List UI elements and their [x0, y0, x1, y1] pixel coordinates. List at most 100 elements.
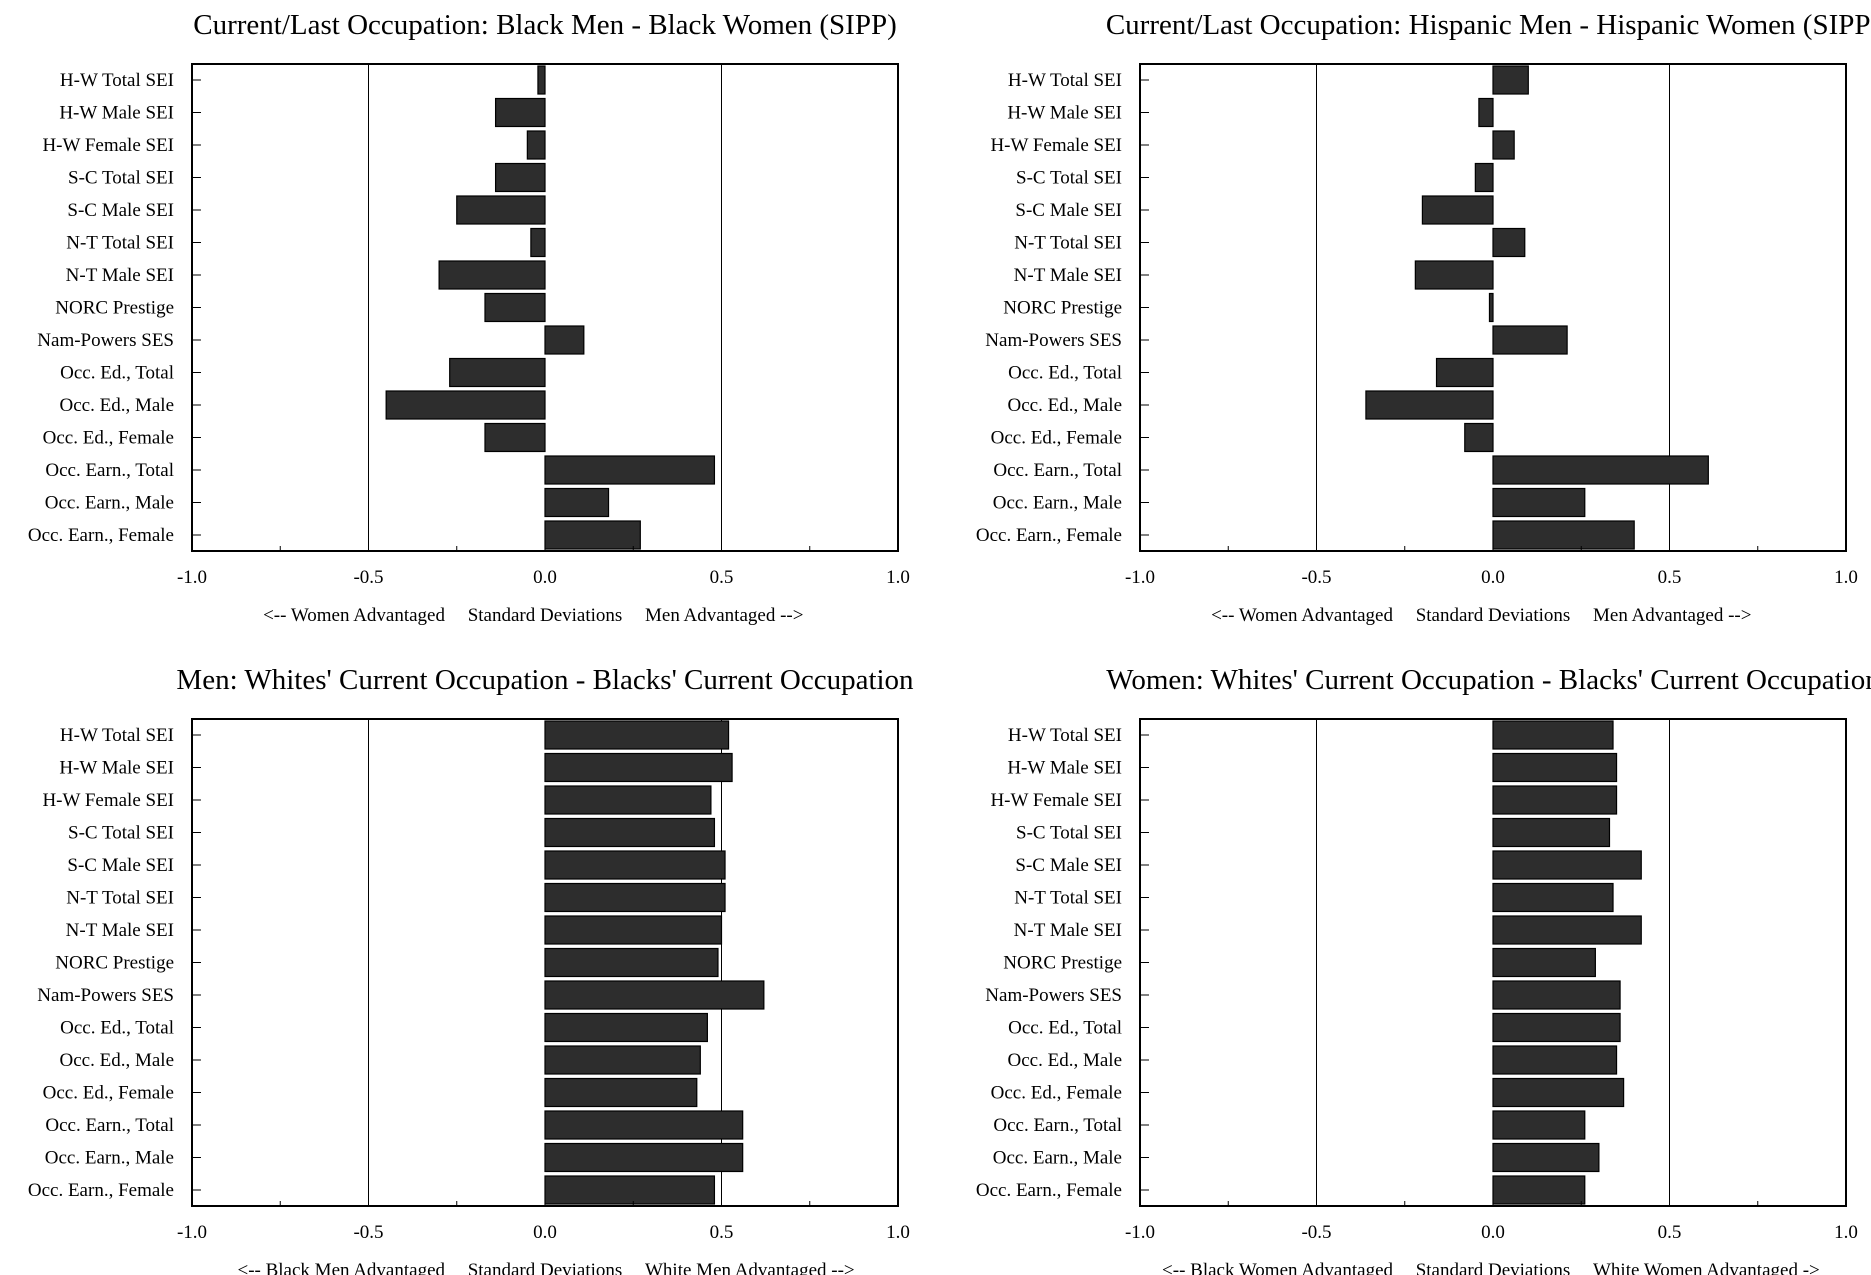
bar-occ-earn-total — [544, 1110, 744, 1140]
bar-h-w-female-sei — [526, 130, 546, 160]
chart-title: Current/Last Occupation: Black Men - Bla… — [193, 9, 896, 41]
category-label: NORC Prestige — [55, 298, 174, 319]
bar-h-w-male-sei — [494, 97, 546, 128]
category-label: S-C Total SEI — [1016, 823, 1122, 844]
x-tick-label: 1.0 — [886, 567, 910, 588]
bar-norc-prestige — [484, 292, 546, 323]
bar-s-c-male-sei — [1421, 195, 1494, 225]
bar-h-w-female-sei — [1492, 785, 1618, 815]
category-label: H-W Total SEI — [60, 70, 174, 91]
x-tick-label: 1.0 — [886, 1222, 910, 1243]
category-label: NORC Prestige — [1003, 953, 1122, 974]
category-label: S-C Male SEI — [67, 200, 174, 221]
bar-n-t-total-sei — [1492, 227, 1526, 258]
bar-occ-earn-male — [1492, 1142, 1600, 1173]
category-label: Occ. Ed., Male — [60, 1050, 174, 1071]
x-tick-label: -0.5 — [353, 567, 383, 588]
chart-title: Current/Last Occupation: Hispanic Men - … — [1106, 9, 1871, 41]
bar-n-t-male-sei — [438, 260, 546, 290]
bar-norc-prestige — [544, 947, 719, 978]
category-label: N-T Total SEI — [1014, 888, 1122, 909]
category-label: H-W Male SEI — [1007, 103, 1122, 124]
category-label: S-C Total SEI — [68, 823, 174, 844]
category-label: Occ. Ed., Female — [43, 428, 174, 449]
category-label: Occ. Earn., Total — [45, 1115, 174, 1136]
category-label: H-W Female SEI — [42, 790, 174, 811]
bar-h-w-male-sei — [544, 752, 733, 783]
x-tick-label: 0.5 — [1658, 567, 1682, 588]
category-label: Occ. Ed., Total — [1008, 363, 1122, 384]
category-label: Occ. Ed., Total — [60, 363, 174, 384]
x-caption-right: Men Advantaged --> — [1593, 605, 1751, 626]
bar-n-t-total-sei — [1492, 882, 1614, 913]
category-label: S-C Total SEI — [1016, 168, 1122, 189]
bar-occ-ed-total — [544, 1012, 708, 1043]
x-tick-label: 0.0 — [533, 567, 557, 588]
bar-occ-earn-female — [1492, 1175, 1586, 1205]
bar-occ-ed-female — [1464, 422, 1494, 453]
x-caption-left: <-- Black Women Advantaged — [1162, 1260, 1393, 1275]
category-label: Nam-Powers SES — [985, 330, 1122, 351]
x-caption-center: Standard Deviations — [468, 605, 623, 626]
category-label: H-W Female SEI — [42, 135, 174, 156]
category-label: N-T Male SEI — [66, 265, 174, 286]
category-label: Occ. Ed., Male — [1008, 395, 1122, 416]
x-tick-label: -1.0 — [177, 567, 207, 588]
category-label: Occ. Earn., Female — [976, 1180, 1122, 1201]
chart-panel-4: Women: Whites' Current Occupation - Blac… — [976, 664, 1871, 1275]
bar-norc-prestige — [1492, 947, 1596, 978]
bar-nam-powers-ses — [544, 980, 765, 1010]
x-caption-left: <-- Women Advantaged — [1211, 605, 1393, 626]
bar-h-w-male-sei — [1492, 752, 1618, 783]
category-label: Occ. Earn., Total — [993, 1115, 1122, 1136]
chart-title: Women: Whites' Current Occupation - Blac… — [1106, 664, 1871, 696]
bar-occ-ed-total — [1492, 1012, 1621, 1043]
chart-panel-3: Men: Whites' Current Occupation - Blacks… — [28, 664, 914, 1275]
category-label: NORC Prestige — [1003, 298, 1122, 319]
x-caption-left: <-- Women Advantaged — [263, 605, 445, 626]
x-tick-label: 0.0 — [533, 1222, 557, 1243]
bar-occ-earn-female — [544, 520, 641, 550]
category-label: Nam-Powers SES — [985, 985, 1122, 1006]
x-caption-right: Men Advantaged --> — [645, 605, 803, 626]
category-label: Occ. Ed., Total — [60, 1018, 174, 1039]
category-label: Occ. Earn., Female — [28, 525, 174, 546]
x-caption-left: <-- Black Men Advantaged — [237, 1260, 445, 1275]
category-label: H-W Male SEI — [59, 758, 174, 779]
bar-occ-ed-total — [449, 357, 546, 388]
bar-occ-ed-male — [1492, 1045, 1618, 1075]
x-tick-label: 0.0 — [1481, 1222, 1505, 1243]
bar-s-c-total-sei — [544, 817, 716, 848]
bar-s-c-male-sei — [1492, 850, 1642, 880]
category-label: Occ. Ed., Female — [991, 1083, 1122, 1104]
bar-occ-earn-total — [1492, 455, 1709, 485]
category-label: Nam-Powers SES — [37, 330, 174, 351]
category-label: H-W Total SEI — [1008, 70, 1122, 91]
bar-h-w-male-sei — [1478, 97, 1494, 128]
bar-occ-ed-female — [544, 1077, 698, 1108]
category-label: S-C Male SEI — [1015, 200, 1122, 221]
bar-occ-ed-male — [1365, 390, 1494, 420]
category-label: Nam-Powers SES — [37, 985, 174, 1006]
category-label: H-W Female SEI — [990, 790, 1122, 811]
category-label: H-W Male SEI — [1007, 758, 1122, 779]
x-tick-label: 0.5 — [1658, 1222, 1682, 1243]
x-tick-label: -1.0 — [1125, 567, 1155, 588]
x-tick-label: 0.5 — [710, 1222, 734, 1243]
bar-occ-earn-male — [1492, 487, 1586, 518]
category-label: S-C Male SEI — [1015, 855, 1122, 876]
bar-h-w-total-sei — [1492, 720, 1614, 750]
bar-h-w-total-sei — [544, 720, 730, 750]
bar-n-t-male-sei — [544, 915, 723, 945]
category-label: Occ. Earn., Total — [45, 460, 174, 481]
category-label: N-T Male SEI — [1014, 920, 1122, 941]
bar-s-c-total-sei — [494, 162, 546, 193]
bar-s-c-total-sei — [1474, 162, 1494, 193]
category-label: N-T Male SEI — [1014, 265, 1122, 286]
x-tick-label: 1.0 — [1834, 1222, 1858, 1243]
category-label: N-T Total SEI — [66, 233, 174, 254]
bar-n-t-male-sei — [1414, 260, 1494, 290]
category-label: Occ. Ed., Male — [1008, 1050, 1122, 1071]
bar-occ-ed-total — [1435, 357, 1494, 388]
